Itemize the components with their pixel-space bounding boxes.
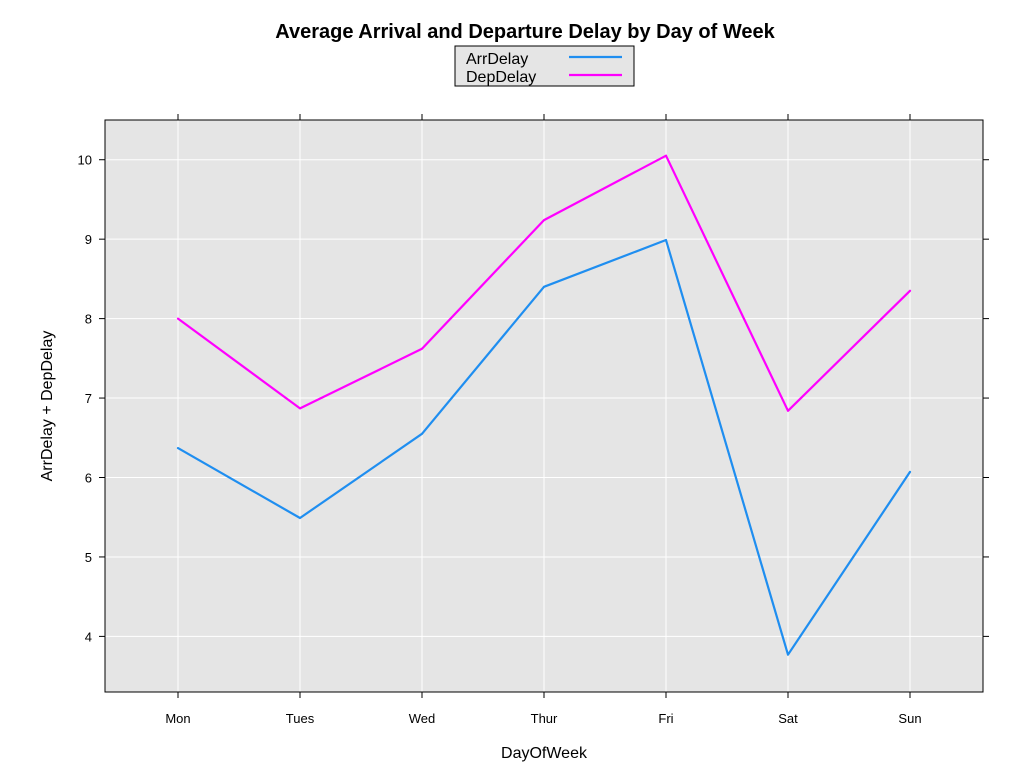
- series-lines: [176, 154, 912, 656]
- x-axis-label: DayOfWeek: [501, 745, 588, 762]
- legend-frame: [454, 45, 635, 87]
- grid-lines: [105, 120, 983, 692]
- x-tick-label-thur: Thur: [531, 711, 558, 726]
- y-tick-label-6: 6: [85, 471, 92, 486]
- y-tick-label-7: 7: [85, 391, 92, 406]
- y-axis: 4 5 6 7 8 9 10: [78, 153, 989, 644]
- x-tick-label-sun: Sun: [898, 711, 921, 726]
- x-tick-label-wed: Wed: [409, 711, 436, 726]
- y-tick-label-5: 5: [85, 550, 92, 565]
- legend-label-depdelay: DepDelay: [466, 69, 536, 86]
- y-tick-label-8: 8: [85, 312, 92, 327]
- y-tick-label-4: 4: [85, 629, 92, 644]
- x-tick-label-sat: Sat: [778, 711, 798, 726]
- x-axis: Mon Tues Wed Thur Fri Sat Sun: [165, 114, 922, 726]
- y-tick-label-9: 9: [85, 232, 92, 247]
- y-axis-label: ArrDelay + DepDelay: [39, 331, 56, 482]
- x-tick-label-fri: Fri: [658, 711, 673, 726]
- y-tick-label-10: 10: [78, 153, 92, 168]
- x-tick-label-tues: Tues: [286, 711, 315, 726]
- chart-title: Average Arrival and Departure Delay by D…: [275, 21, 775, 43]
- series-line-depdelay: [176, 154, 912, 412]
- series-line-arrdelay: [176, 238, 912, 656]
- legend-label-arrdelay: ArrDelay: [466, 51, 528, 68]
- x-tick-label-mon: Mon: [165, 711, 190, 726]
